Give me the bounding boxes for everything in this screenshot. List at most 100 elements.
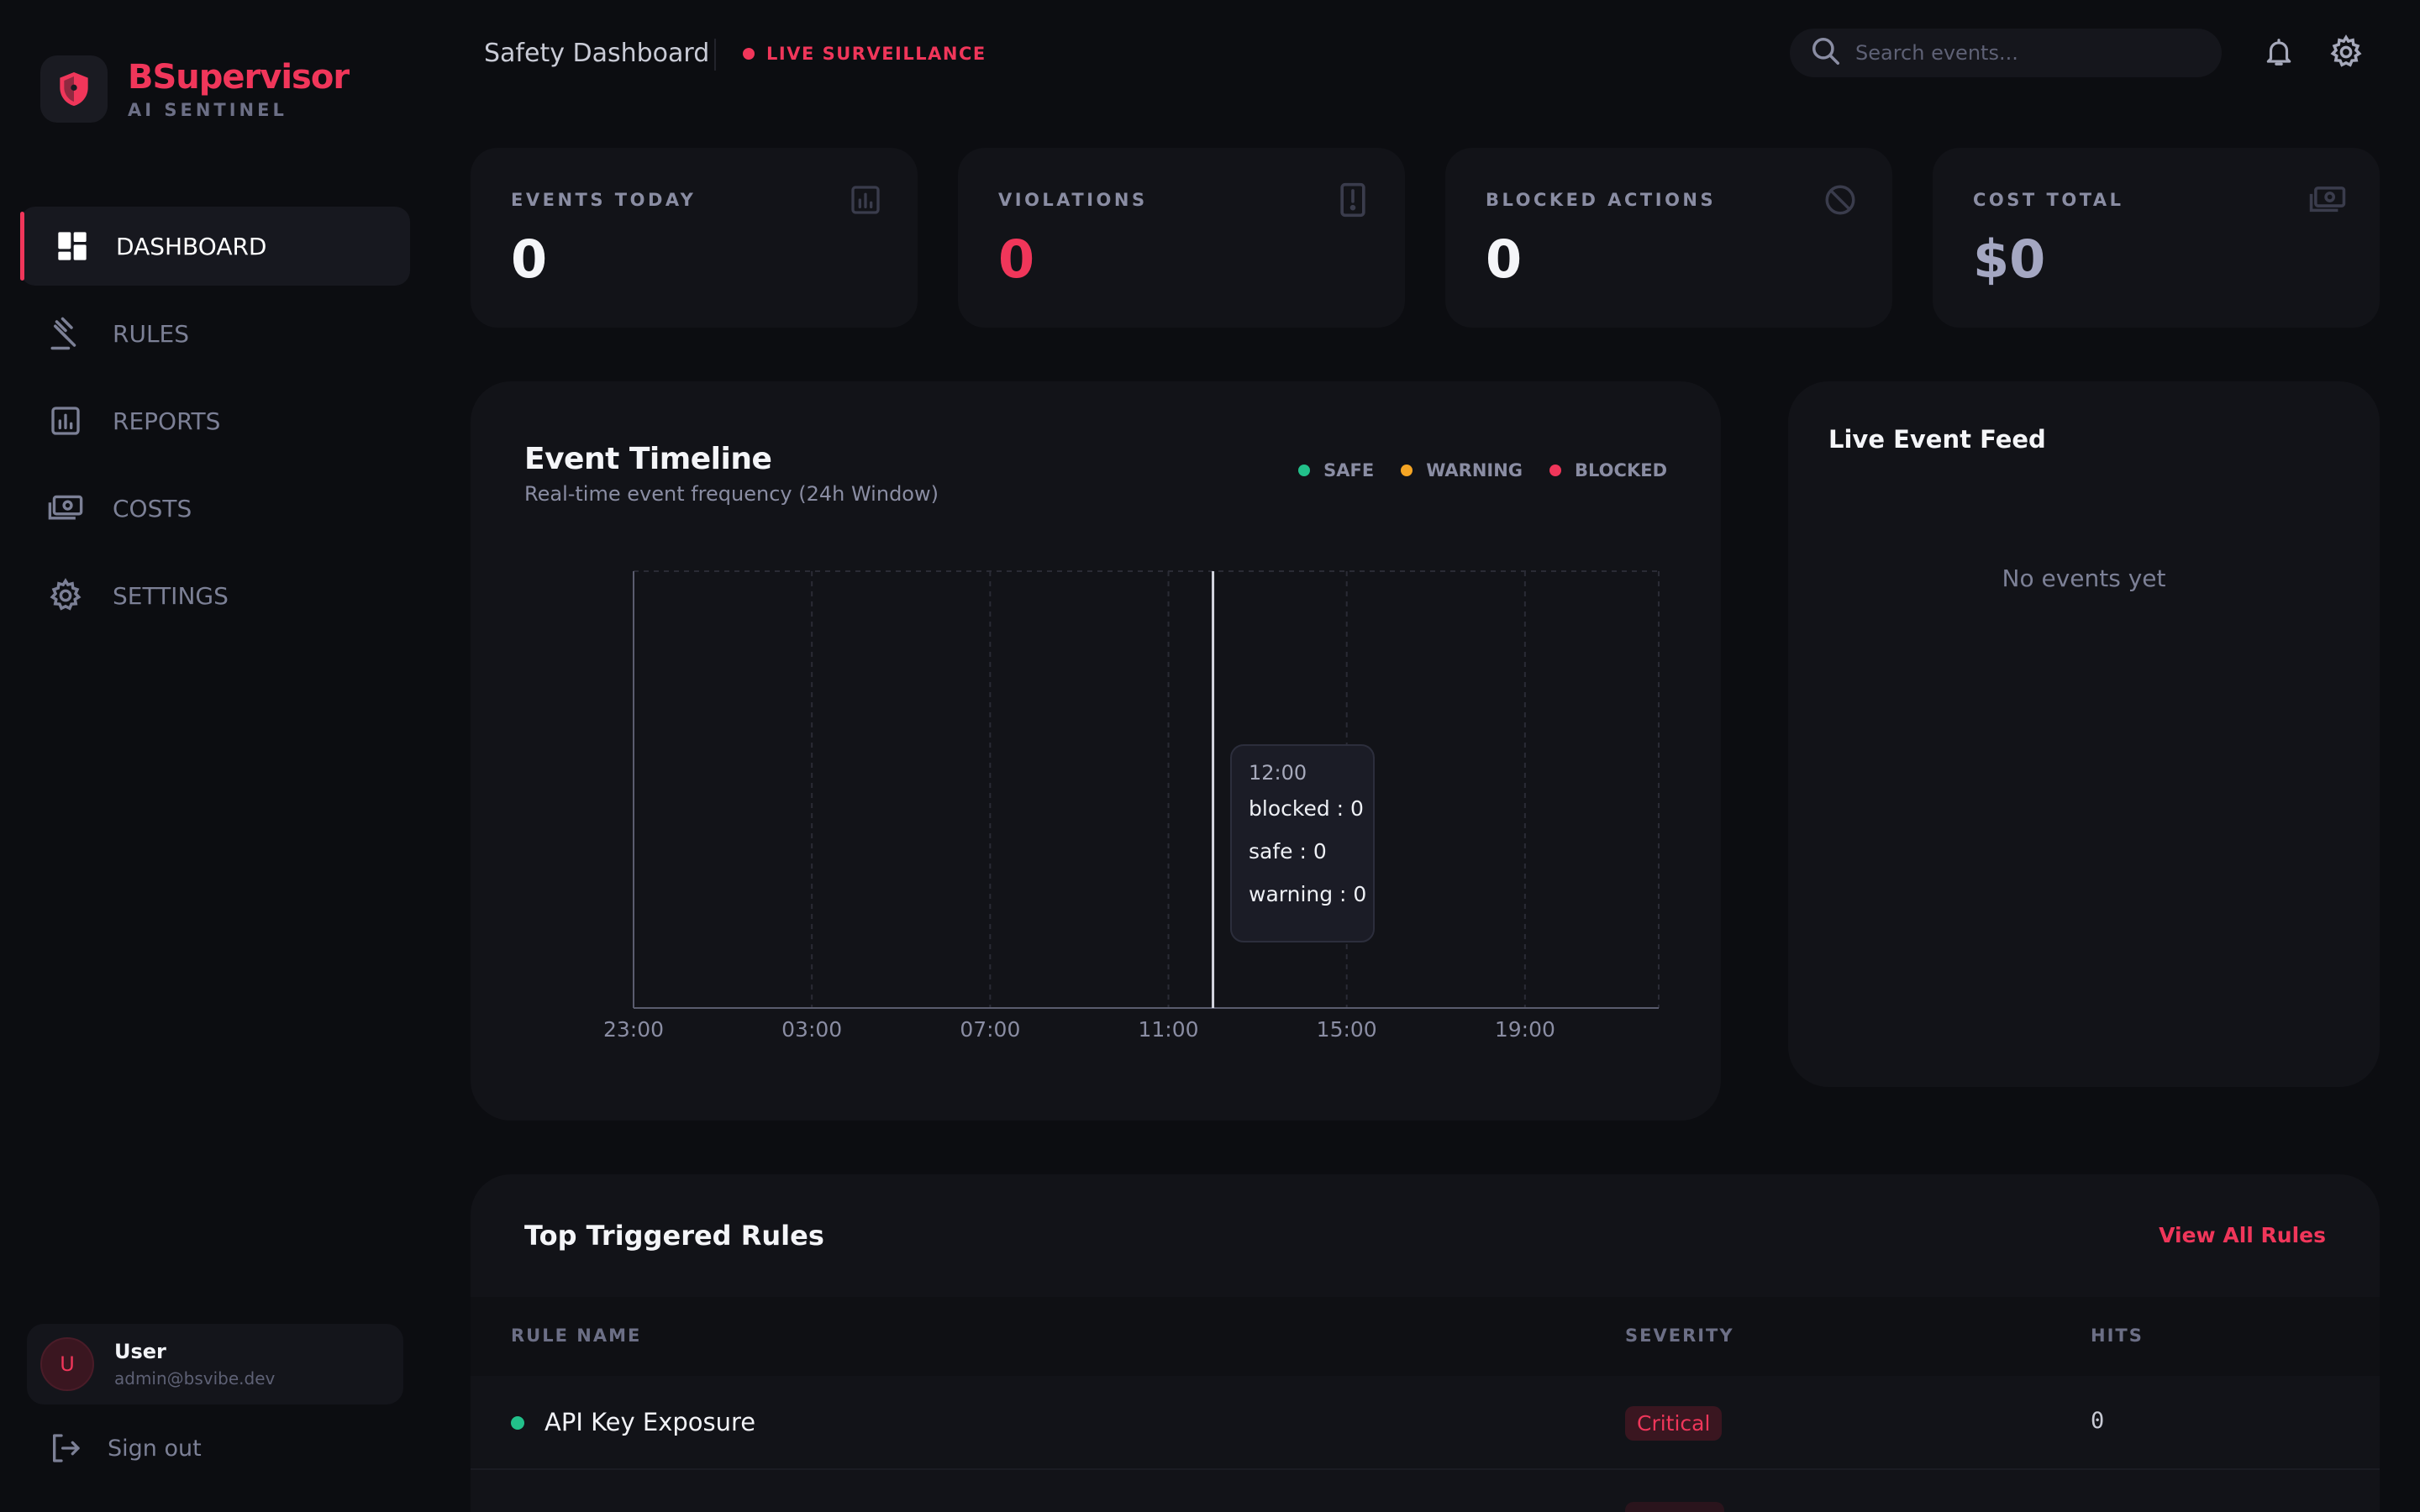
rule-status-dot — [511, 1416, 524, 1430]
view-all-rules-link[interactable]: View All Rules — [2159, 1223, 2326, 1247]
x-tick-label: 23:00 — [603, 1017, 664, 1042]
sidebar-item-label: RULES — [113, 319, 190, 348]
settings-button[interactable] — [2326, 34, 2366, 74]
tooltip-row-warning: warning : 0 — [1249, 882, 1367, 906]
legend-label: BLOCKED — [1575, 460, 1667, 480]
tooltip-time: 12:00 — [1249, 761, 1307, 785]
table-row[interactable]: API Key Exposure Critical 0 — [471, 1376, 2380, 1470]
notifications-button[interactable] — [2259, 34, 2299, 74]
stat-card-events-today: EVENTS TODAY 0 — [471, 148, 918, 328]
legend-label: SAFE — [1323, 460, 1375, 480]
column-header-rule-name[interactable]: RULE NAME — [511, 1326, 642, 1346]
sidebar-item-label: SETTINGS — [113, 581, 229, 610]
gear-icon — [47, 577, 84, 614]
stat-label: COST TOTAL — [1973, 190, 2124, 210]
search-input[interactable] — [1855, 41, 2208, 65]
timeline-title: Event Timeline — [524, 442, 772, 476]
severity-badge: Critical — [1625, 1406, 1723, 1441]
stat-card-violations: VIOLATIONS 0 — [958, 148, 1405, 328]
legend-item-safe[interactable]: SAFE — [1298, 460, 1374, 480]
avatar: U — [40, 1337, 94, 1391]
live-event-feed-card: Live Event Feed No events yet — [1788, 381, 2380, 1087]
severity-badge — [1625, 1502, 1724, 1512]
search-icon — [1810, 35, 1842, 71]
brand-subtitle: AI SENTINEL — [128, 100, 287, 120]
page-title: Safety Dashboard — [484, 39, 710, 68]
sidebar: BSupervisor AI SENTINEL DASHBOARD — [0, 0, 437, 1512]
bar-chart-icon — [844, 178, 887, 222]
sidebar-nav: DASHBOARD RULES REPORTS — [20, 207, 410, 643]
shield-icon — [40, 55, 108, 123]
rules-title: Top Triggered Rules — [524, 1220, 824, 1252]
event-timeline-chart[interactable]: 23:00 03:00 07:00 11:00 15:00 19:00 — [471, 381, 1721, 1121]
sign-out-button[interactable]: Sign out — [47, 1430, 202, 1467]
chart-legend: SAFE WARNING BLOCKED — [1271, 460, 1667, 480]
sidebar-item-rules[interactable]: RULES — [20, 294, 410, 373]
live-dot-icon — [743, 48, 755, 60]
legend-label: WARNING — [1426, 460, 1523, 480]
sidebar-item-label: COSTS — [113, 494, 192, 522]
chart-tooltip: 12:00 blocked : 0 safe : 0 warning : 0 — [1230, 744, 1375, 942]
top-rules-card: Top Triggered Rules View All Rules RULE … — [471, 1174, 2380, 1512]
timeline-subtitle: Real-time event frequency (24h Window) — [524, 482, 939, 506]
event-timeline-card: Event Timeline Real-time event frequency… — [471, 381, 1721, 1121]
x-tick-label: 07:00 — [960, 1017, 1020, 1042]
user-email: admin@bsvibe.dev — [114, 1368, 276, 1389]
top-header: Safety Dashboard LIVE SURVEILLANCE — [471, 0, 2386, 108]
x-tick-label: 15:00 — [1317, 1017, 1377, 1042]
sidebar-item-label: DASHBOARD — [116, 232, 267, 260]
x-tick-label: 03:00 — [781, 1017, 842, 1042]
stat-card-cost-total: COST TOTAL $0 — [1933, 148, 2380, 328]
stat-label: VIOLATIONS — [998, 190, 1148, 210]
stat-value: $0 — [1973, 228, 2046, 290]
user-name: User — [114, 1340, 166, 1363]
legend-item-warning[interactable]: WARNING — [1401, 460, 1523, 480]
legend-dot — [1401, 465, 1413, 476]
header-divider — [714, 39, 716, 71]
user-card[interactable]: U User admin@bsvibe.dev — [27, 1324, 403, 1404]
legend-dot — [1298, 465, 1311, 476]
stat-value: 0 — [1486, 228, 1523, 290]
feed-empty-state: No events yet — [2002, 564, 2166, 592]
sidebar-item-label: REPORTS — [113, 407, 221, 435]
dashboard-icon — [54, 228, 91, 265]
stat-value: 0 — [511, 228, 548, 290]
bell-icon — [2263, 35, 2295, 72]
rule-hits: 0 — [2091, 1408, 2105, 1434]
search-bar[interactable] — [1790, 29, 2222, 77]
table-row[interactable] — [471, 1472, 2380, 1512]
stat-value: 0 — [998, 228, 1035, 290]
money-icon — [2306, 178, 2349, 222]
column-header-severity[interactable]: SEVERITY — [1625, 1326, 1734, 1346]
alert-icon — [1331, 178, 1375, 222]
stat-card-blocked-actions: BLOCKED ACTIONS 0 — [1445, 148, 1892, 328]
x-tick-label: 19:00 — [1495, 1017, 1555, 1042]
tooltip-row-safe: safe : 0 — [1249, 839, 1327, 864]
legend-item-blocked[interactable]: BLOCKED — [1549, 460, 1667, 480]
gear-icon — [2328, 34, 2364, 73]
sign-out-label: Sign out — [108, 1435, 202, 1462]
sidebar-item-dashboard[interactable]: DASHBOARD — [20, 207, 410, 286]
stat-label: EVENTS TODAY — [511, 190, 697, 210]
brand[interactable]: BSupervisor AI SENTINEL — [40, 55, 350, 123]
brand-name: BSupervisor — [128, 58, 350, 97]
sidebar-item-settings[interactable]: SETTINGS — [20, 556, 410, 635]
logout-icon — [47, 1430, 84, 1467]
gavel-icon — [47, 315, 84, 352]
costs-icon — [47, 490, 84, 527]
sidebar-item-reports[interactable]: REPORTS — [20, 381, 410, 460]
live-status-badge: LIVE SURVEILLANCE — [743, 44, 986, 64]
tooltip-row-blocked: blocked : 0 — [1249, 796, 1364, 821]
live-label: LIVE SURVEILLANCE — [766, 44, 986, 64]
legend-dot — [1549, 465, 1562, 476]
column-header-hits[interactable]: HITS — [2091, 1326, 2144, 1346]
x-tick-label: 11:00 — [1138, 1017, 1198, 1042]
sidebar-item-costs[interactable]: COSTS — [20, 469, 410, 548]
stat-label: BLOCKED ACTIONS — [1486, 190, 1717, 210]
feed-title: Live Event Feed — [1828, 425, 2046, 454]
reports-icon — [47, 402, 84, 439]
rule-name: API Key Exposure — [544, 1408, 756, 1436]
table-header: RULE NAME SEVERITY HITS — [471, 1297, 2380, 1376]
block-icon — [1818, 178, 1862, 222]
